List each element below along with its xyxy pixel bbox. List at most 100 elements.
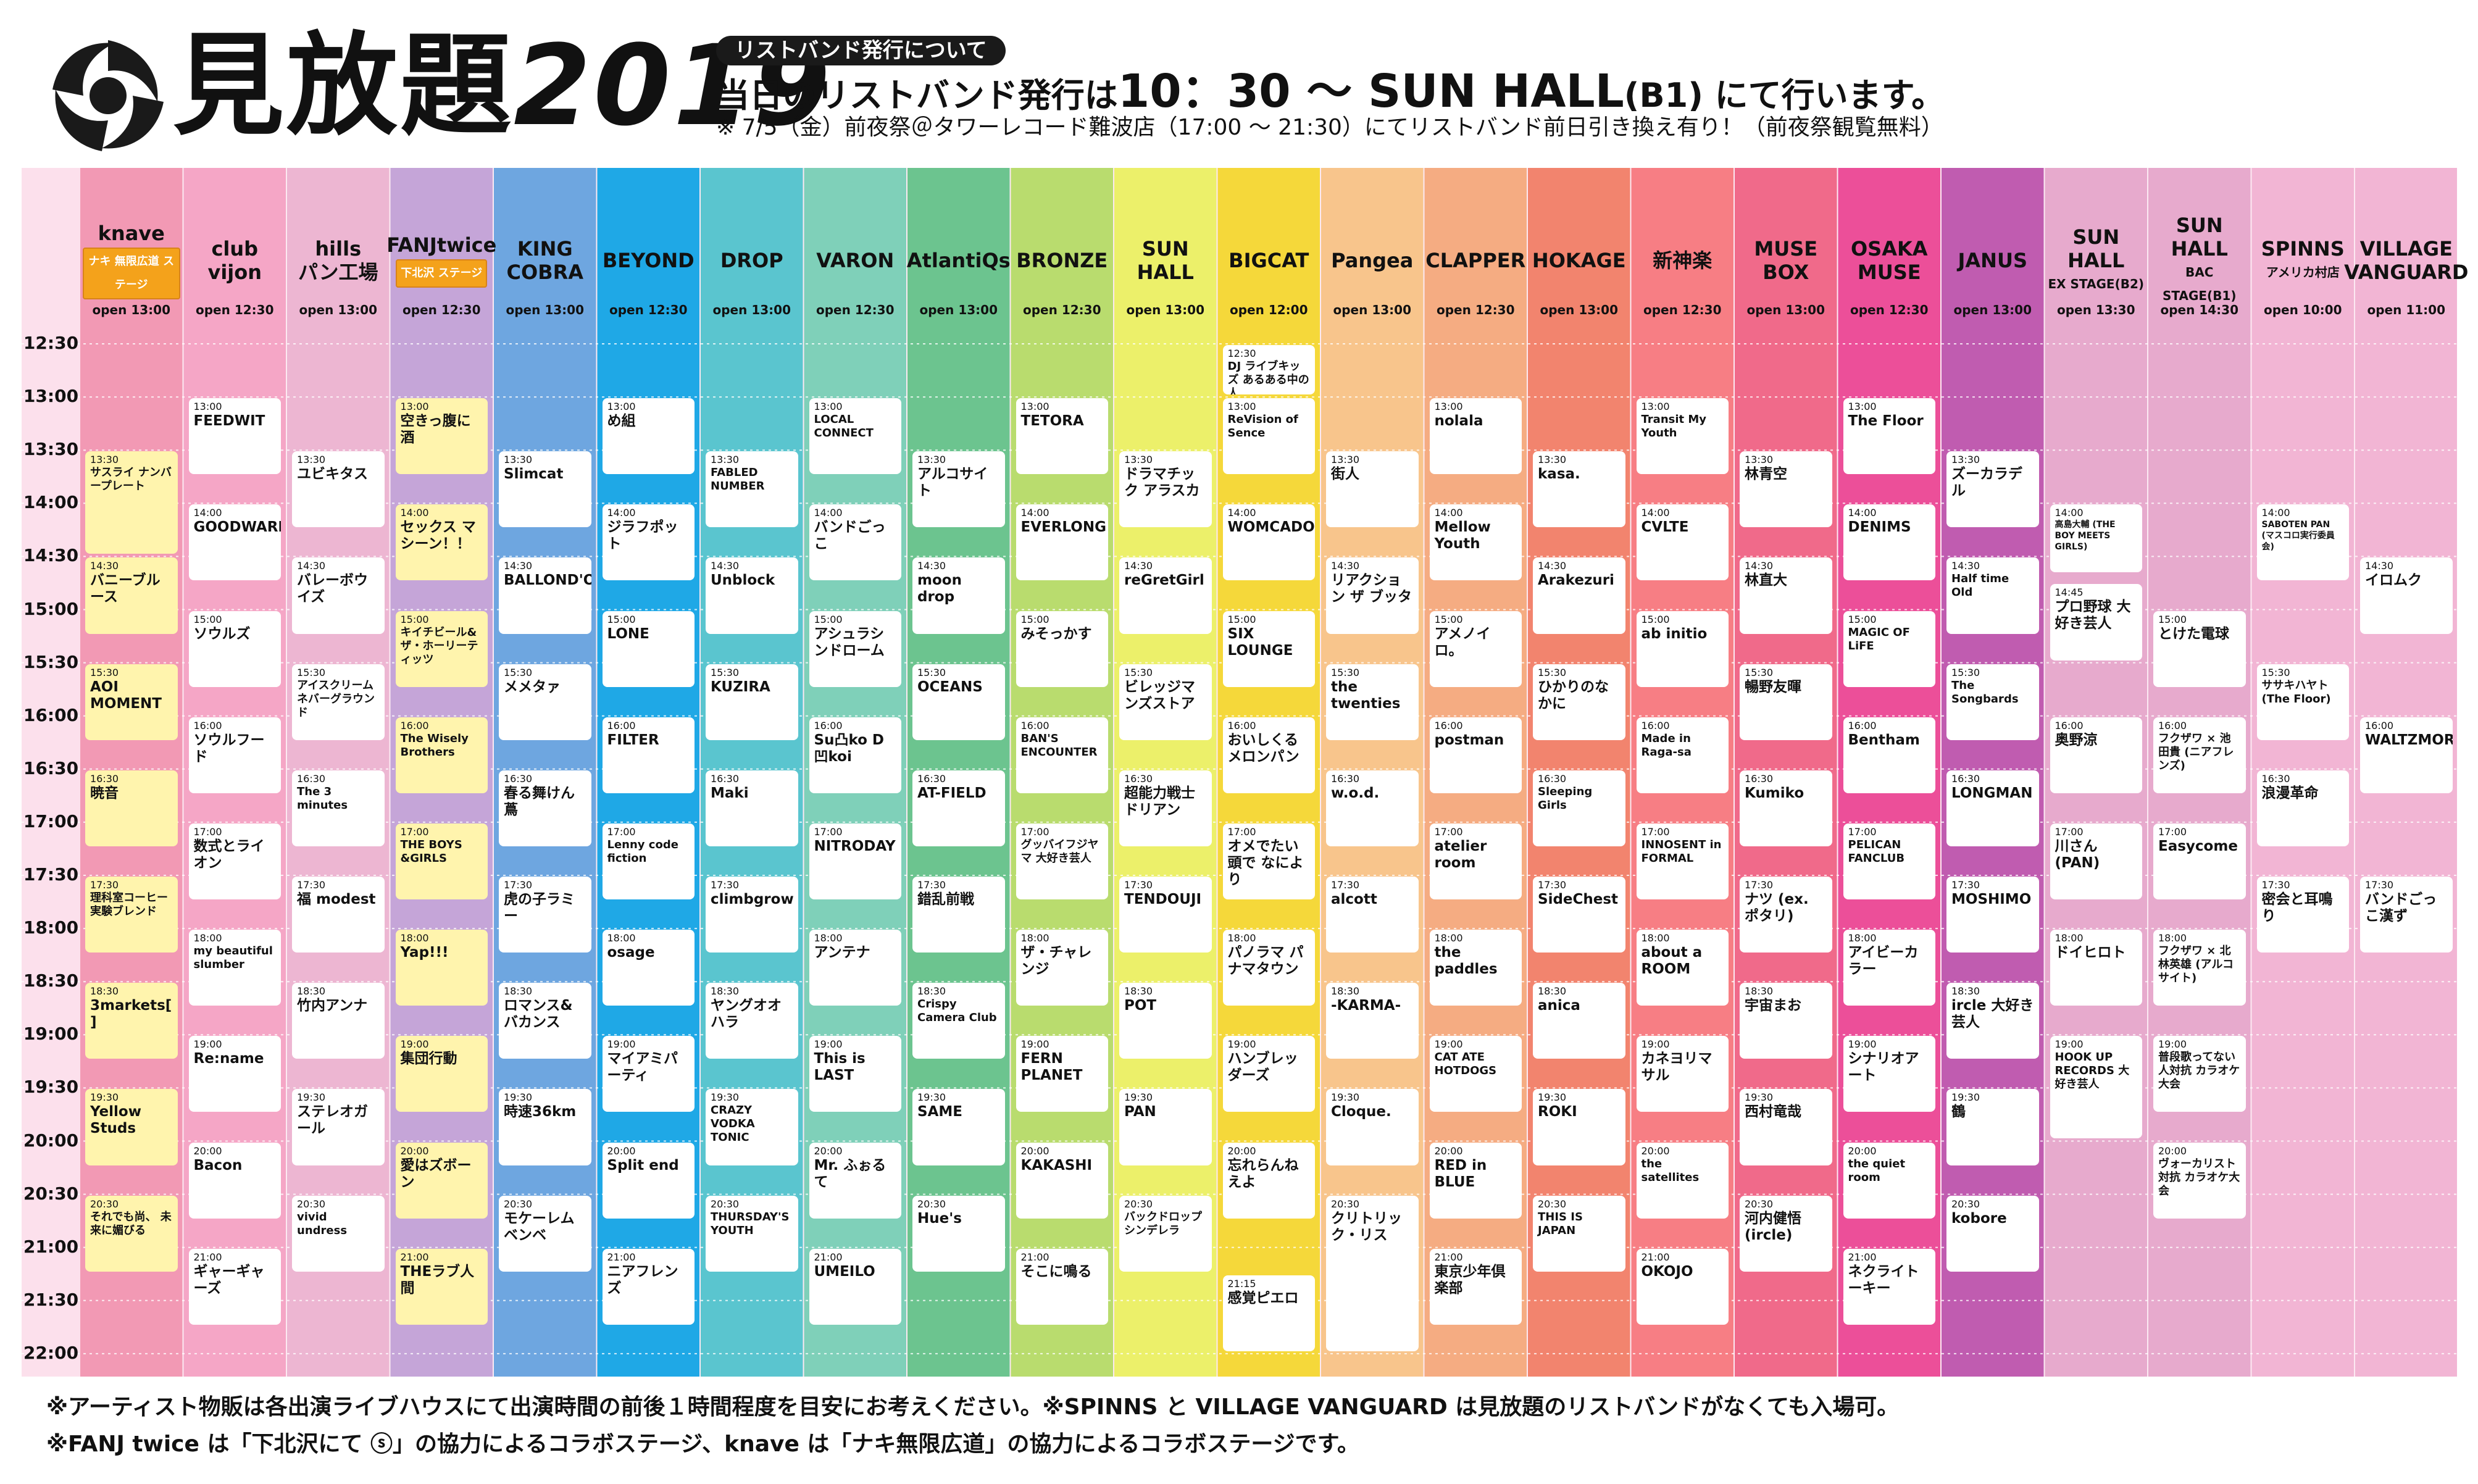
act-artist-name: LONE [607, 625, 649, 642]
time-label: 14:00 [23, 492, 79, 513]
act-artist-name: my beautiful slumber [193, 944, 273, 972]
act-artist-name: AT-FIELD [917, 785, 987, 801]
act-artist-name: ササキハヤト (The Floor) [2261, 678, 2331, 706]
footer-note-1: ※アーティスト物販は各出演ライブハウスにて出演時間の前後１時間程度を目安にお考え… [46, 1394, 1900, 1420]
act-start-time: 18:30 [1124, 985, 1153, 998]
act-artist-name: Lenny code fiction [607, 838, 678, 865]
act-artist-name: アメノイロ。 [1434, 625, 1491, 659]
act-slot: 18:00 パノラマ パナマタウン [1222, 930, 1315, 1006]
act-slot: 18:00 ザ・チャレンジ [1016, 930, 1108, 1006]
act-start-time: 19:00 [1227, 1038, 1256, 1051]
act-slot: 16:30 春る舞けん蔦 [499, 770, 591, 846]
venue-header: SUN HALL open 13:00 [1114, 168, 1217, 489]
act-slot: 17:00 川さん (PAN) [2050, 823, 2142, 900]
act-slot: 18:00 アンテナ [809, 930, 901, 1006]
venue-open-time: open 10:00 [2264, 302, 2342, 317]
act-slot: 15:30 ササキハヤト (The Floor) [2256, 664, 2349, 740]
act-start-time: 20:00 [607, 1144, 636, 1157]
act-slot: 15:00 MAGIC OF LiFE [1843, 611, 1935, 687]
act-slot: 19:30 西村竜哉 [1740, 1089, 1832, 1165]
venue-name-text: 新神楽 [1653, 249, 1712, 272]
act-start-time: 16:00 [1227, 719, 1256, 732]
act-artist-name: ab initio [1641, 625, 1708, 642]
act-start-time: 13:00 [1641, 401, 1670, 413]
act-start-time: 13:30 [711, 454, 740, 466]
act-start-time: 16:00 [1020, 719, 1049, 732]
act-artist-name: EVERLONG [1020, 519, 1106, 536]
venue-open-time: open 12:30 [816, 302, 895, 317]
act-slot: 17:30 MOSHIMO [1946, 877, 2039, 953]
act-slot: 19:00 カネヨリマサル [1636, 1036, 1729, 1112]
act-slot: 18:00 the paddles [1429, 930, 1522, 1006]
act-start-time: 17:00 [2055, 825, 2084, 838]
act-start-time: 18:00 [193, 932, 222, 944]
act-start-time: 18:00 [2158, 932, 2187, 944]
act-start-time: 17:30 [297, 879, 326, 891]
act-start-time: 19:00 [1434, 1038, 1463, 1051]
act-slot: 14:30 イロムク [2360, 557, 2453, 634]
venue-open-time: open 12:30 [403, 302, 481, 317]
act-artist-name: 理科室コーヒー 実験ブレンド [90, 891, 168, 918]
act-artist-name: Split end [607, 1157, 679, 1173]
act-slot: 13:00 め組 [602, 398, 695, 475]
act-slot: 16:30 The 3 minutes [292, 770, 385, 846]
act-start-time: 15:00 [814, 613, 843, 625]
act-slot: 19:30 鶴 [1946, 1089, 2039, 1165]
act-artist-name: 虎の子ラミー [504, 891, 575, 924]
act-slot: 14:00 バンドごっこ [809, 504, 901, 581]
act-start-time: 15:30 [1331, 666, 1360, 678]
act-artist-name: climbgrow [711, 891, 794, 907]
act-slot: 13:30 FABLED NUMBER [706, 451, 798, 528]
act-start-time: 20:30 [1124, 1198, 1153, 1210]
time-label: 13:00 [23, 386, 79, 407]
venue-header: CLAPPER open 12:30 [1425, 168, 1527, 489]
venue-open-time: open 13:00 [1333, 302, 1411, 317]
act-start-time: 18:30 [1538, 985, 1567, 998]
act-artist-name: とけた電球 [2158, 625, 2229, 642]
act-artist-name: Unblock [711, 572, 775, 589]
act-slot: 21:00 THEラブ人間 [395, 1248, 488, 1325]
act-slot: 15:30 AOI MOMENT [85, 664, 178, 740]
act-start-time: 14:30 [711, 560, 740, 572]
act-artist-name: 浪漫革命 [2261, 785, 2319, 801]
act-start-time: 17:00 [2158, 825, 2187, 838]
act-start-time: 20:30 [1538, 1198, 1567, 1210]
act-artist-name: 錯乱前戦 [917, 891, 974, 907]
act-start-time: 19:00 [607, 1038, 636, 1051]
act-artist-name: め組 [607, 413, 636, 430]
swirl-logo-icon [52, 40, 164, 151]
act-start-time: 14:30 [297, 560, 326, 572]
act-start-time: 19:30 [711, 1091, 740, 1104]
act-artist-name: SABOTEN PAN (マスコロ実行委員会) [2261, 520, 2335, 552]
act-start-time: 14:30 [1331, 560, 1360, 572]
act-start-time: 14:30 [504, 560, 533, 572]
act-start-time: 17:30 [711, 879, 740, 891]
act-start-time: 19:30 [1951, 1091, 1980, 1104]
venue-open-time: open 11:00 [2367, 302, 2445, 317]
act-slot: 16:30 暁音 [85, 770, 178, 846]
act-slot: 16:00 The Wisely Brothers [395, 717, 488, 793]
act-artist-name: moon drop [917, 572, 962, 606]
act-slot: 18:30 竹内アンナ [292, 983, 385, 1059]
time-label: 20:30 [23, 1183, 79, 1204]
venue-open-time: open 13:00 [506, 302, 584, 317]
act-artist-name: BALLOND'OR [504, 572, 591, 589]
venue-name-text: BIGCAT [1229, 249, 1309, 272]
act-slot: 19:00 CAT ATE HOTDOGS [1429, 1036, 1522, 1112]
act-artist-name: 感覚ピエロ [1227, 1290, 1299, 1306]
act-slot: 16:00 Su凸ko D凹koi [809, 717, 901, 793]
act-slot: 17:00 オメでたい頭で なにより [1222, 823, 1315, 900]
act-slot: 13:00 空きっ腹に酒 [395, 398, 488, 475]
act-artist-name: THIS IS JAPAN [1538, 1210, 1583, 1237]
act-artist-name: 林青空 [1745, 466, 1787, 483]
act-artist-name: ROKI [1538, 1104, 1577, 1120]
act-artist-name: 時速36km [504, 1104, 577, 1120]
act-start-time: 16:30 [711, 772, 740, 785]
venue-name-text: MUSE [1754, 237, 1818, 261]
act-slot: 15:30 ひかりのなかに [1533, 664, 1625, 740]
act-slot: 20:00 KAKASHI [1016, 1142, 1108, 1219]
act-artist-name: ネクライトーキー [1848, 1263, 1919, 1296]
act-artist-name: LOCAL CONNECT [814, 413, 874, 440]
act-start-time: 16:30 [1745, 772, 1774, 785]
act-artist-name: メメタァ [504, 678, 561, 695]
